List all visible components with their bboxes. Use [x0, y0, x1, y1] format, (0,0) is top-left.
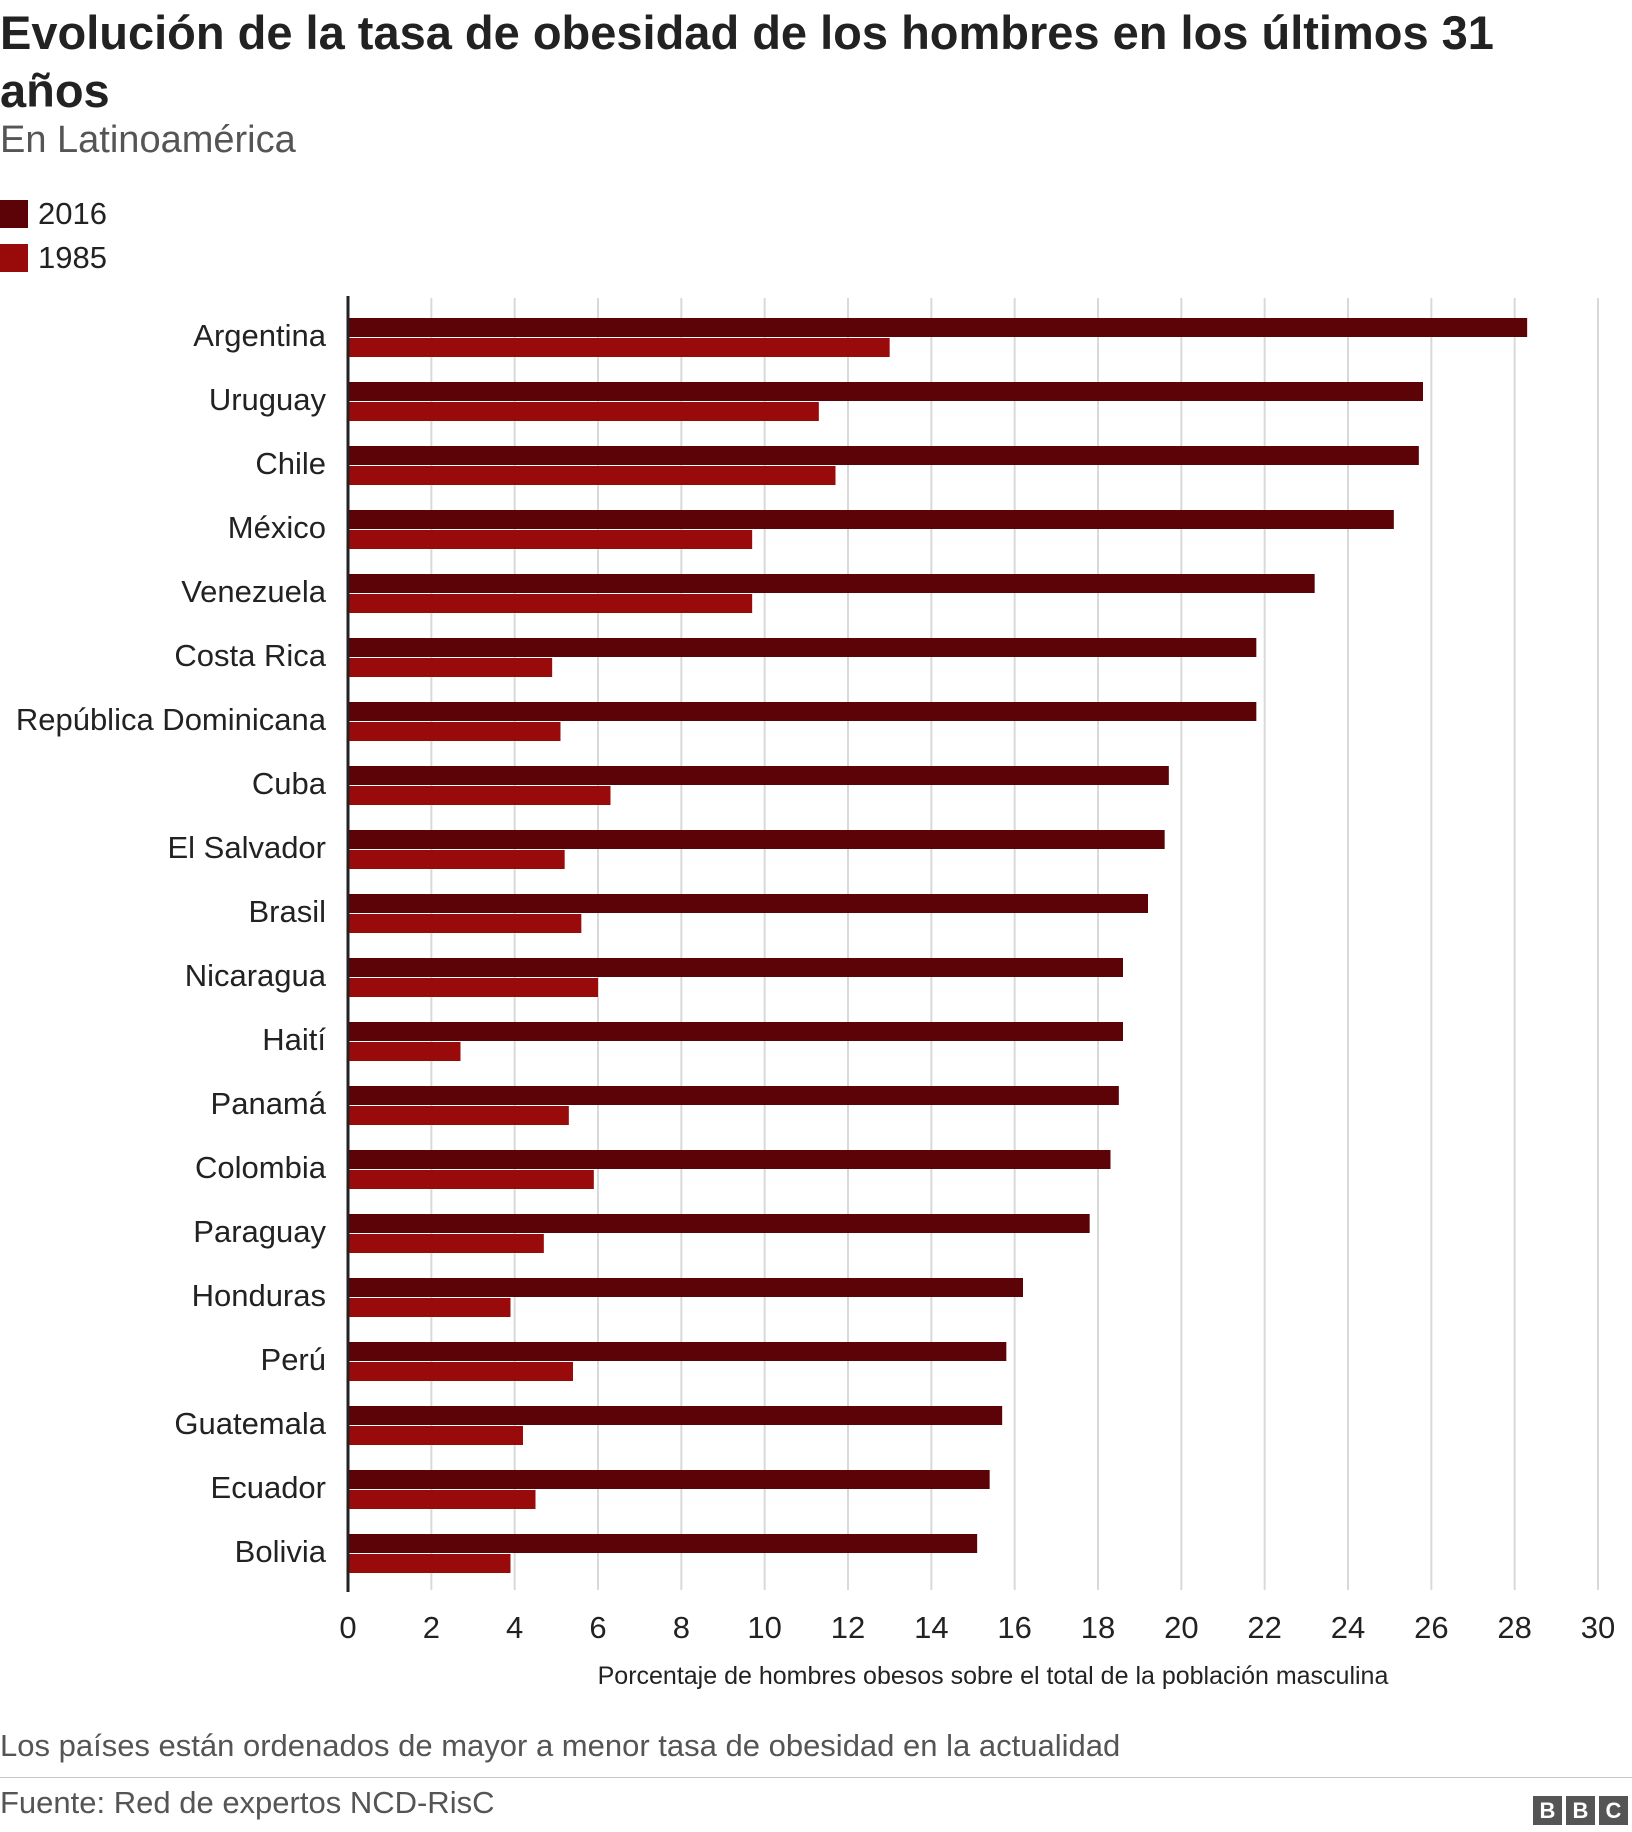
bar-1985 [348, 1170, 594, 1189]
bar-2016 [348, 830, 1165, 849]
x-tick-label: 10 [747, 1610, 781, 1645]
x-tick-label: 18 [1081, 1610, 1115, 1645]
category-label: Uruguay [209, 382, 327, 417]
category-label: Perú [261, 1342, 326, 1377]
bar-2016 [348, 638, 1257, 657]
bar-2016 [348, 382, 1423, 401]
bar-2016 [348, 1342, 1007, 1361]
category-label: Colombia [195, 1150, 327, 1185]
bar-2016 [348, 958, 1123, 977]
bbc-logo-letter: B [1566, 1796, 1595, 1825]
category-label: Guatemala [174, 1406, 326, 1441]
bar-1985 [348, 594, 753, 613]
category-label: Brasil [248, 894, 326, 929]
source-note: Fuente: Red de expertos NCD-RisC [0, 1785, 495, 1820]
legend-swatch-2016 [0, 200, 28, 228]
category-label: Ecuador [211, 1470, 326, 1505]
bbc-logo: B B C [1533, 1796, 1628, 1825]
bar-1985 [348, 530, 753, 549]
bar-2016 [348, 1278, 1023, 1297]
bar-2016 [348, 510, 1394, 529]
category-label: México [228, 510, 326, 545]
category-label: Honduras [192, 1278, 326, 1313]
x-tick-label: 6 [589, 1610, 606, 1645]
bar-1985 [348, 1554, 511, 1573]
bar-1985 [348, 722, 561, 741]
category-label: Cuba [252, 766, 327, 801]
legend-item-2016: 2016 [0, 192, 107, 236]
chart-title: Evolución de la tasa de obesidad de los … [0, 6, 1494, 117]
bar-2016 [348, 766, 1169, 785]
bar-1985 [348, 1490, 536, 1509]
legend-swatch-1985 [0, 244, 28, 272]
x-tick-label: 22 [1247, 1610, 1281, 1645]
bar-1985 [348, 978, 598, 997]
category-label: República Dominicana [16, 702, 327, 737]
x-tick-label: 12 [831, 1610, 865, 1645]
bar-2016 [348, 1534, 978, 1553]
bar-2016 [348, 1022, 1123, 1041]
x-tick-label: 30 [1581, 1610, 1615, 1645]
bar-1985 [348, 1042, 461, 1061]
bar-1985 [348, 402, 819, 421]
bar-1985 [348, 1106, 569, 1125]
bar-1985 [348, 914, 582, 933]
category-label: Venezuela [181, 574, 327, 609]
bbc-logo-letter: C [1599, 1796, 1628, 1825]
footnote: Los países están ordenados de mayor a me… [0, 1728, 1121, 1763]
x-tick-label: 28 [1497, 1610, 1531, 1645]
legend-label-1985: 1985 [38, 240, 107, 275]
bbc-logo-letter: B [1533, 1796, 1562, 1825]
x-tick-label: 14 [914, 1610, 948, 1645]
legend-label-2016: 2016 [38, 196, 107, 231]
category-label: Argentina [193, 318, 326, 353]
x-tick-label: 2 [423, 1610, 440, 1645]
bar-1985 [348, 1234, 544, 1253]
bar-1985 [348, 850, 565, 869]
category-label: Bolivia [235, 1534, 327, 1569]
bar-1985 [348, 1426, 523, 1445]
x-tick-label: 4 [506, 1610, 523, 1645]
bar-2016 [348, 1150, 1111, 1169]
bar-2016 [348, 1214, 1090, 1233]
x-tick-label: 20 [1164, 1610, 1198, 1645]
legend-item-1985: 1985 [0, 236, 107, 280]
bar-1985 [348, 1362, 573, 1381]
category-label: Nicaragua [185, 958, 327, 993]
category-label: Costa Rica [174, 638, 326, 673]
x-tick-label: 24 [1331, 1610, 1365, 1645]
bar-2016 [348, 1470, 990, 1489]
bar-2016 [348, 894, 1148, 913]
chart-subtitle: En Latinoamérica [0, 119, 296, 161]
x-tick-label: 0 [339, 1610, 356, 1645]
bar-1985 [348, 786, 611, 805]
bar-chart: Argentina Uruguay Chile México Venezuela Cost… [16, 296, 1615, 1690]
category-label: Panamá [211, 1086, 327, 1121]
bar-1985 [348, 658, 553, 677]
x-tick-label: 16 [997, 1610, 1031, 1645]
x-tick-label: 26 [1414, 1610, 1448, 1645]
category-label: Chile [255, 446, 326, 481]
footer-divider [0, 1777, 1632, 1778]
category-label: Haití [262, 1022, 326, 1057]
x-axis-title: Porcentaje de hombres obesos sobre el to… [598, 1662, 1389, 1690]
x-tick-label: 8 [673, 1610, 690, 1645]
bar-1985 [348, 1298, 511, 1317]
legend: 2016 1985 [0, 192, 107, 280]
category-label: El Salvador [167, 830, 326, 865]
bar-2016 [348, 318, 1528, 337]
bar-1985 [348, 466, 836, 485]
bar-2016 [348, 702, 1257, 721]
bar-2016 [348, 1406, 1003, 1425]
bar-1985 [348, 338, 890, 357]
bar-2016 [348, 1086, 1119, 1105]
bar-2016 [348, 446, 1419, 465]
bar-2016 [348, 574, 1315, 593]
category-label: Paraguay [193, 1214, 326, 1249]
